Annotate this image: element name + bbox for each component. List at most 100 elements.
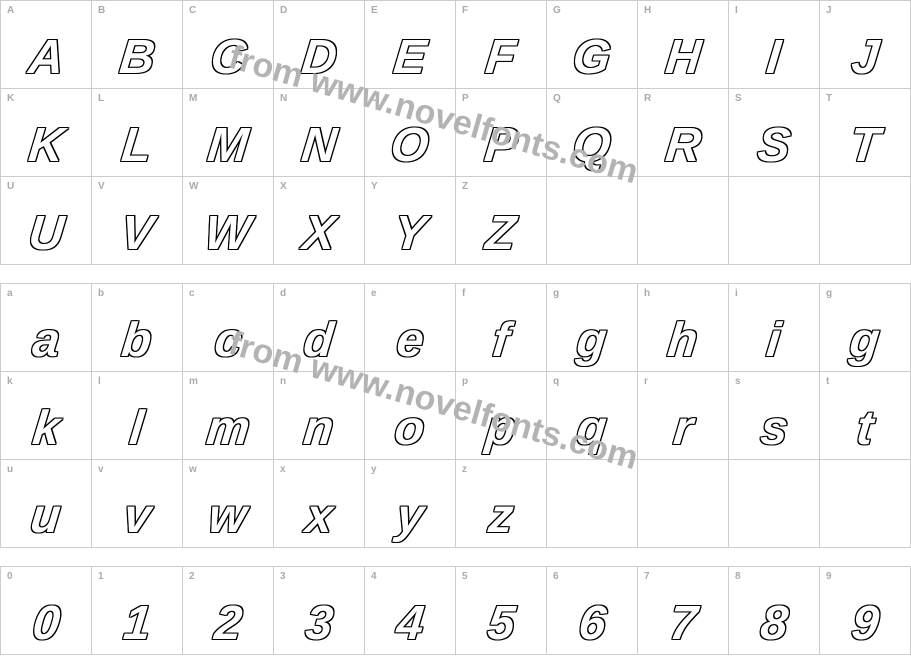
glyph-cell: 77: [638, 567, 729, 655]
glyph-cell: gg: [547, 284, 638, 372]
cell-label: 7: [644, 571, 650, 582]
glyph-cell: FF: [456, 1, 547, 89]
cell-label: 1: [98, 571, 104, 582]
glyph-cell: EE: [365, 1, 456, 89]
glyph-character: N: [274, 122, 364, 170]
cell-label: O: [371, 93, 379, 104]
cell-label: f: [462, 288, 465, 299]
glyph-cell: KK: [1, 89, 92, 177]
cell-label: Q: [553, 93, 561, 104]
glyph-character: G: [547, 34, 637, 82]
cell-label: y: [371, 464, 377, 475]
cell-label: U: [7, 181, 14, 192]
glyph-character: w: [183, 493, 273, 541]
glyph-character: h: [638, 317, 728, 365]
glyph-cell: 55: [456, 567, 547, 655]
glyph-cell: [729, 177, 820, 265]
glyph-cell: dd: [274, 284, 365, 372]
glyph-cell: OO: [365, 89, 456, 177]
glyph-character: 4: [365, 600, 455, 648]
glyph-character: 5: [456, 600, 546, 648]
cell-label: d: [280, 288, 286, 299]
glyph-character: g: [820, 317, 910, 365]
glyph-character: [820, 210, 910, 258]
glyph-cell: [638, 460, 729, 548]
cell-label: 9: [826, 571, 832, 582]
glyph-character: I: [729, 34, 819, 82]
glyph-cell: ll: [92, 372, 183, 460]
cell-label: g: [553, 288, 559, 299]
block-gap: [0, 265, 911, 283]
glyph-cell: aa: [1, 284, 92, 372]
font-preview-grid: AABBCCDDEEFFGGHHIIJJKKLLMMNNOOPPQQRRSSTT…: [0, 0, 911, 655]
cell-label: 6: [553, 571, 559, 582]
glyph-character: W: [183, 210, 273, 258]
glyph-character: e: [365, 317, 455, 365]
glyph-cell: RR: [638, 89, 729, 177]
glyph-cell: MM: [183, 89, 274, 177]
cell-label: I: [735, 5, 738, 16]
glyph-character: P: [456, 122, 546, 170]
glyph-character: l: [92, 405, 182, 453]
glyph-character: p: [456, 405, 546, 453]
glyph-cell: 33: [274, 567, 365, 655]
glyph-cell: 11: [92, 567, 183, 655]
glyph-cell: uu: [1, 460, 92, 548]
glyph-character: H: [638, 34, 728, 82]
cell-label: e: [371, 288, 377, 299]
cell-label: m: [189, 376, 198, 387]
cell-label: g: [826, 288, 832, 299]
cell-label: R: [644, 93, 651, 104]
glyph-cell: ZZ: [456, 177, 547, 265]
glyph-character: [820, 493, 910, 541]
glyph-character: Z: [456, 210, 546, 258]
glyph-cell: VV: [92, 177, 183, 265]
cell-label: Y: [371, 181, 378, 192]
cell-label: A: [7, 5, 14, 16]
cell-label: X: [280, 181, 287, 192]
glyph-character: d: [274, 317, 364, 365]
cell-label: o: [371, 376, 377, 387]
glyph-cell: AA: [1, 1, 92, 89]
glyph-cell: pp: [456, 372, 547, 460]
glyph-cell: kk: [1, 372, 92, 460]
glyph-cell: mm: [183, 372, 274, 460]
glyph-character: F: [456, 34, 546, 82]
cell-label: x: [280, 464, 286, 475]
glyph-character: f: [456, 317, 546, 365]
glyph-character: i: [729, 317, 819, 365]
cell-label: b: [98, 288, 104, 299]
glyph-cell: ee: [365, 284, 456, 372]
glyph-cell: qq: [547, 372, 638, 460]
glyph-cell: 99: [820, 567, 911, 655]
glyph-cell: GG: [547, 1, 638, 89]
glyph-character: C: [183, 34, 273, 82]
block-gap: [0, 548, 911, 566]
glyph-character: 7: [638, 600, 728, 648]
glyph-character: b: [92, 317, 182, 365]
glyph-cell: ss: [729, 372, 820, 460]
glyph-character: S: [729, 122, 819, 170]
cell-label: P: [462, 93, 469, 104]
glyph-character: T: [820, 122, 910, 170]
glyph-character: M: [183, 122, 273, 170]
glyph-character: Y: [365, 210, 455, 258]
cell-label: 0: [7, 571, 13, 582]
glyph-character: [638, 210, 728, 258]
cell-label: 8: [735, 571, 741, 582]
glyph-cell: 44: [365, 567, 456, 655]
glyph-character: K: [1, 122, 91, 170]
cell-label: T: [826, 93, 832, 104]
glyph-character: U: [1, 210, 91, 258]
cell-label: z: [462, 464, 467, 475]
glyph-character: o: [365, 405, 455, 453]
glyph-cell: DD: [274, 1, 365, 89]
glyph-cell: II: [729, 1, 820, 89]
cell-label: B: [98, 5, 105, 16]
glyph-character: r: [638, 405, 728, 453]
glyph-character: a: [1, 317, 91, 365]
cell-label: N: [280, 93, 287, 104]
glyph-cell: rr: [638, 372, 729, 460]
cell-label: 3: [280, 571, 286, 582]
cell-label: F: [462, 5, 468, 16]
